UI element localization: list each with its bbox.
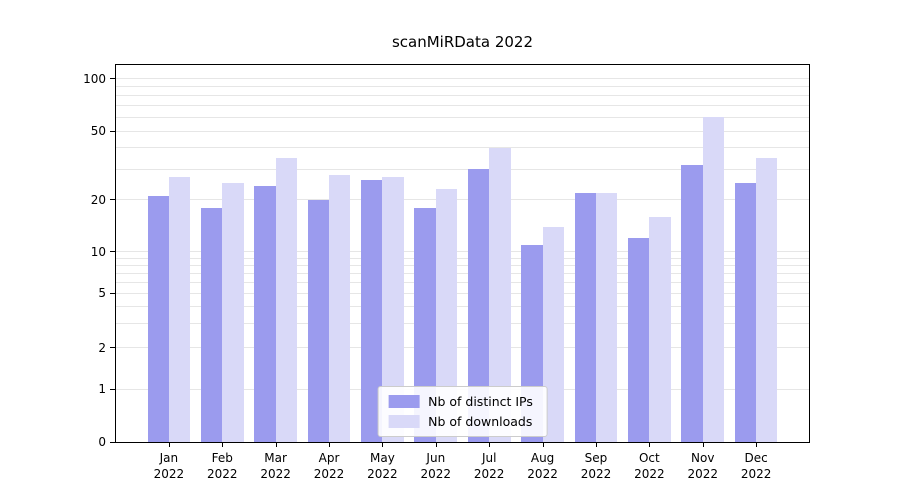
gridline [116, 116, 809, 118]
legend-label-distinct-ips: Nb of distinct IPs [428, 394, 533, 409]
gridline [116, 130, 809, 132]
y-tick-mark [110, 292, 115, 294]
legend: Nb of distinct IPs Nb of downloads [377, 386, 548, 437]
bar-distinct-ips-dec [734, 183, 757, 442]
bar-downloads-jun [435, 189, 458, 442]
bar-downloads-dec [756, 157, 778, 442]
x-tick-label-feb: Feb 2022 [206, 451, 238, 481]
legend-item-distinct-ips: Nb of distinct IPs [388, 394, 533, 409]
bar-downloads-apr [329, 174, 351, 442]
bar-downloads-oct [649, 216, 671, 442]
x-tick-label-jan: Jan 2022 [153, 451, 185, 481]
x-tick-mark [489, 443, 491, 447]
x-tick-mark [435, 443, 437, 447]
gridline [116, 105, 809, 107]
x-tick-mark [595, 443, 597, 447]
gridline [116, 323, 809, 325]
x-tick-label-may: May 2022 [367, 451, 398, 481]
legend-swatch-downloads [388, 415, 420, 428]
x-tick-label-apr: Apr 2022 [313, 451, 345, 481]
y-tick-mark [110, 199, 115, 201]
y-tick-label-2: 2 [98, 340, 106, 355]
bar-distinct-ips-mar [254, 186, 276, 442]
x-tick-label-dec: Dec 2022 [740, 451, 772, 481]
y-tick-mark [110, 441, 115, 443]
x-tick-mark [168, 443, 170, 447]
bar-distinct-ips-jan [147, 196, 169, 442]
x-tick-mark [756, 443, 758, 447]
gridline [116, 264, 809, 266]
x-tick-label-jun: Jun 2022 [420, 451, 452, 481]
x-tick-label-jul: Jul 2022 [473, 451, 505, 481]
y-tick-label-0: 0 [98, 435, 106, 449]
plot-area: Nb of distinct IPs Nb of downloads [115, 64, 810, 443]
gridline [116, 95, 809, 97]
y-tick-mark [110, 130, 115, 132]
chart-title: scanMiRData 2022 [391, 33, 534, 51]
bar-downloads-jul [489, 147, 511, 442]
bar-distinct-ips-sep [574, 192, 596, 442]
legend-item-downloads: Nb of downloads [388, 414, 533, 429]
y-tick-mark [110, 347, 115, 349]
gridline [116, 292, 809, 294]
y-tick-mark [110, 251, 115, 253]
x-tick-mark [275, 443, 277, 447]
x-tick-label-nov: Nov 2022 [687, 451, 719, 481]
bar-distinct-ips-jul [467, 169, 490, 442]
bar-distinct-ips-jun [414, 207, 436, 442]
x-tick-label-oct: Oct 2022 [634, 451, 665, 481]
bar-distinct-ips-apr [307, 199, 329, 442]
gridline [116, 199, 809, 201]
x-tick-label-mar: Mar 2022 [260, 451, 291, 481]
bar-downloads-aug [542, 226, 564, 442]
gridline [116, 251, 809, 253]
gridline [116, 257, 809, 259]
x-tick-label-sep: Sep 2022 [580, 451, 612, 481]
x-tick-mark [382, 443, 384, 447]
y-tick-label-50: 50 [90, 124, 106, 139]
gridline [116, 281, 809, 283]
gridline [116, 347, 809, 349]
y-tick-mark [110, 78, 115, 80]
bar-distinct-ips-nov [681, 164, 703, 442]
bar-distinct-ips-oct [628, 238, 650, 442]
gridline [116, 168, 809, 170]
x-tick-mark [542, 443, 544, 447]
y-tick-mark [110, 388, 115, 390]
x-tick-mark [329, 443, 331, 447]
y-tick-label-5: 5 [98, 286, 106, 301]
x-tick-mark [222, 443, 224, 447]
y-tick-label-1: 1 [98, 382, 106, 397]
x-tick-mark [649, 443, 651, 447]
x-tick-label-aug: Aug 2022 [527, 451, 558, 481]
bar-downloads-jan [168, 177, 191, 442]
y-tick-label-10: 10 [90, 244, 106, 259]
legend-swatch-distinct-ips [388, 395, 420, 408]
gridline [116, 306, 809, 308]
bar-distinct-ips-feb [200, 207, 223, 442]
gridline [116, 78, 809, 80]
gridline [116, 86, 809, 88]
bar-downloads-may [382, 177, 404, 442]
gridline [116, 272, 809, 274]
y-tick-label-20: 20 [90, 192, 106, 207]
bar-distinct-ips-may [361, 180, 383, 442]
x-tick-mark [702, 443, 704, 447]
legend-label-downloads: Nb of downloads [428, 414, 533, 429]
bar-downloads-nov [702, 117, 725, 442]
gridline [116, 147, 809, 149]
y-tick-label-100: 100 [83, 71, 106, 86]
bar-downloads-mar [275, 157, 297, 442]
bar-downloads-sep [595, 192, 618, 442]
bar-downloads-feb [222, 183, 244, 442]
